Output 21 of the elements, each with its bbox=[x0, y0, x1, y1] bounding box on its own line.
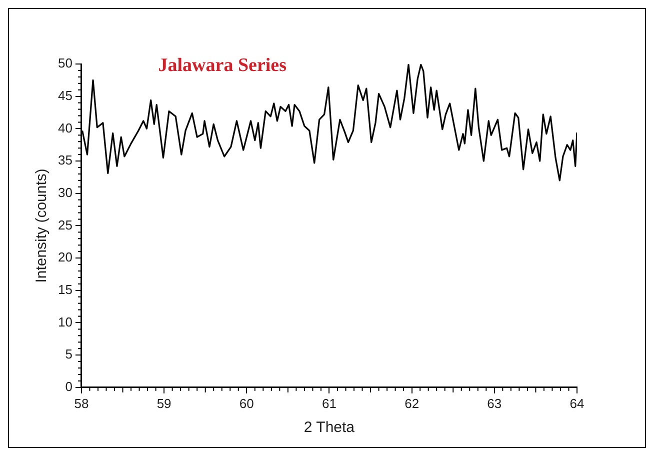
y-tick-label: 45 bbox=[58, 88, 72, 103]
y-tick-label: 20 bbox=[58, 250, 72, 265]
y-tick-label: 50 bbox=[58, 56, 72, 71]
x-tick-label: 63 bbox=[487, 396, 502, 411]
x-tick-label: 59 bbox=[156, 396, 172, 411]
y-tick-label: 15 bbox=[58, 282, 72, 297]
y-axis-title: Intensity (counts) bbox=[33, 168, 50, 283]
y-tick-label: 40 bbox=[58, 120, 72, 136]
x-tick-label: 62 bbox=[404, 396, 420, 411]
y-tick-label: 35 bbox=[58, 152, 72, 168]
x-tick-label: 58 bbox=[74, 396, 89, 411]
y-tick-label: 0 bbox=[65, 378, 72, 394]
x-tick-label: 64 bbox=[570, 396, 584, 411]
x-axis-title: 2 Theta bbox=[304, 419, 356, 436]
y-tick-label: 25 bbox=[58, 217, 72, 232]
chart-title: Jalawara Series bbox=[158, 54, 287, 76]
y-tick-label: 10 bbox=[58, 314, 72, 330]
x-tick-label: 61 bbox=[322, 396, 336, 411]
y-tick-label: 30 bbox=[58, 184, 72, 200]
x-tick-label: 60 bbox=[239, 396, 254, 411]
y-tick-label: 5 bbox=[65, 346, 72, 362]
